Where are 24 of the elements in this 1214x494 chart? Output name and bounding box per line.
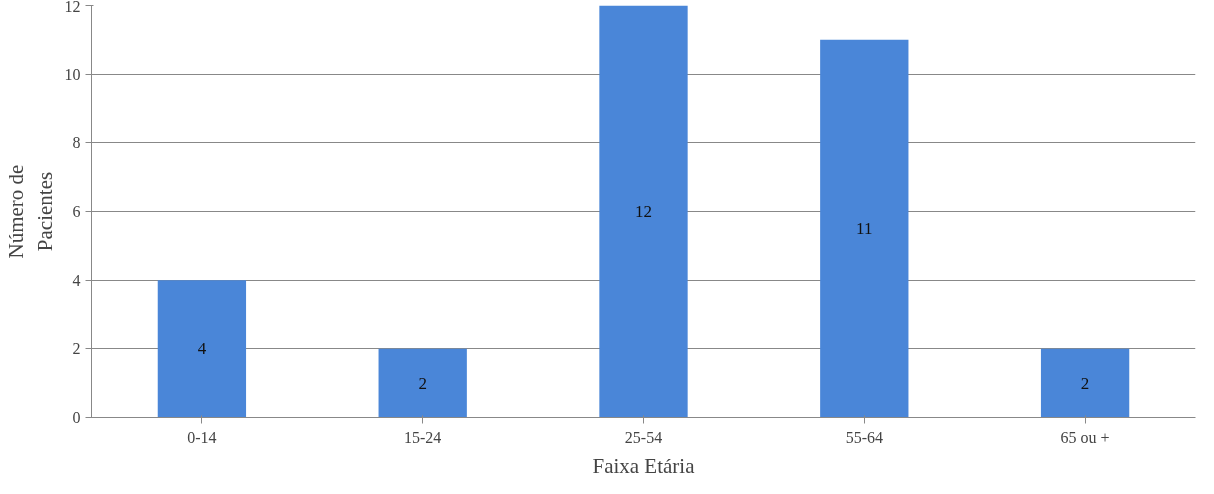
y-axis-title: Número de Pacientes xyxy=(3,164,57,259)
bar xyxy=(157,280,247,418)
x-tick-label: 55-64 xyxy=(845,428,883,446)
y-tick-label: 10 xyxy=(64,65,81,83)
x-tick-label: 0-14 xyxy=(187,428,217,446)
y-tick-label: 4 xyxy=(72,271,81,289)
bar xyxy=(599,5,688,418)
y-tick-label: 0 xyxy=(72,409,81,426)
data-label: 4 xyxy=(197,339,207,359)
data-label: 2 xyxy=(418,373,427,393)
y-tick-label: 12 xyxy=(64,0,81,15)
y-tick-label: 6 xyxy=(72,203,81,220)
bar xyxy=(1040,348,1130,418)
bar xyxy=(378,348,467,418)
x-tick-label: 65 ou + xyxy=(1060,428,1110,446)
data-label: 12 xyxy=(635,202,652,221)
data-label: 2 xyxy=(1080,373,1090,393)
y-tick-label: 2 xyxy=(72,340,81,358)
x-tick-label: 25-54 xyxy=(624,428,663,446)
x-axis-title: Faixa Etária xyxy=(592,453,696,478)
data-label: 11 xyxy=(856,219,873,239)
y-tick-label: 8 xyxy=(72,134,81,152)
bar xyxy=(820,39,909,418)
x-tick-label: 15-24 xyxy=(404,428,442,446)
